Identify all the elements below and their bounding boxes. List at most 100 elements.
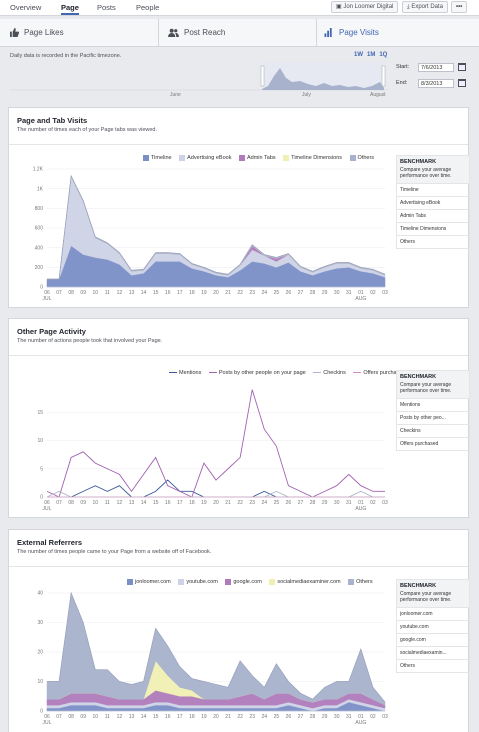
benchmark-item[interactable]: Advertising eBook (396, 197, 470, 210)
x-tick-label: 03 (382, 290, 388, 296)
x-tick-label: 17 (177, 500, 183, 506)
x-month-label: JUL (43, 720, 52, 726)
benchmark-item[interactable]: socialmediaexamin... (396, 647, 470, 660)
legend-item[interactable]: Advertising eBook (179, 155, 231, 161)
tab-posts[interactable]: Posts (97, 3, 116, 12)
legend-item[interactable]: Others (349, 155, 374, 161)
chart-legend: jonloomer.com youtube.com google.com soc… (127, 579, 379, 585)
x-tick-label: 18 (189, 714, 195, 720)
legend-item[interactable]: Checkins (313, 370, 346, 376)
legend-swatch (353, 371, 362, 374)
section-subtitle: The number of times people came to your … (17, 549, 212, 555)
calendar-icon[interactable] (458, 79, 466, 87)
x-tick-label: 10 (93, 500, 99, 506)
x-tick-label: 26 (286, 714, 292, 720)
account-switcher[interactable]: ▣ Jon Loomer Digital (331, 1, 399, 13)
tab-overview[interactable]: Overview (10, 3, 42, 12)
legend-item[interactable]: jonloomer.com (127, 579, 171, 585)
x-tick-label: 23 (249, 714, 255, 720)
benchmark-panel: BENCHMARK Compare your average performanc… (396, 155, 470, 249)
legend-item[interactable]: Admin Tabs (239, 155, 276, 161)
legend-item[interactable]: socialmediaexaminer.com (269, 579, 341, 585)
y-tick-label: 15 (37, 410, 43, 416)
legend-item[interactable]: Posts by other people on your page (208, 370, 306, 376)
export-data-button[interactable]: ⤓ Export Data (402, 1, 449, 13)
subnav-label: Page Visits (339, 28, 379, 37)
timezone-note: Daily data is recorded in the Pacific ti… (10, 53, 122, 59)
benchmark-item[interactable]: Timeline (396, 184, 470, 197)
x-tick-label: 31 (346, 714, 352, 720)
divider (316, 19, 317, 47)
legend-item[interactable]: youtube.com (178, 579, 218, 585)
legend-label: Others (356, 579, 373, 586)
end-date-input[interactable]: 8/3/2013 (418, 79, 454, 88)
x-tick-label: 13 (129, 500, 135, 506)
benchmark-item[interactable]: Others (396, 236, 470, 249)
benchmark-title: BENCHMARK (400, 583, 437, 589)
y-tick-label: 600 (35, 226, 44, 232)
more-options-button[interactable]: ••• (451, 1, 468, 13)
x-tick-label: 14 (141, 500, 147, 506)
x-tick-label: 14 (141, 714, 147, 720)
subnav-label: Page Likes (24, 28, 64, 37)
benchmark-item[interactable]: Others (396, 660, 470, 673)
total-outline (47, 174, 386, 280)
legend-item[interactable]: Others (348, 579, 373, 585)
page-activity-chart: 0 5 10 15 06 07 08 09 10 11 12 13 14 15 16 17 18 19 20 21 22… (37, 389, 388, 512)
page-tab-visits-card: Page and Tab Visits The number of times … (8, 107, 470, 308)
x-tick-label: 08 (68, 714, 74, 720)
x-tick-label: 18 (189, 500, 195, 506)
x-tick-label: 15 (153, 290, 159, 296)
legend-swatch (313, 371, 322, 374)
start-date-input[interactable]: 7/6/2013 (418, 63, 454, 72)
legend-item[interactable]: Mentions (169, 370, 201, 376)
x-tick-label: 12 (117, 290, 123, 296)
x-tick-label: 28 (310, 714, 316, 720)
benchmark-item[interactable]: youtube.com (396, 621, 470, 634)
legend-item[interactable]: Timeline Dimensions (283, 155, 342, 161)
x-tick-label: 19 (201, 714, 207, 720)
benchmark-item[interactable]: google.com (396, 634, 470, 647)
timeline-overview[interactable]: June July August (10, 62, 388, 98)
legend-swatch (225, 579, 232, 585)
subnav-page-visits[interactable]: Page Visits (324, 19, 379, 47)
range-1w[interactable]: 1W (354, 52, 363, 58)
x-tick-label: 25 (274, 714, 280, 720)
benchmark-item[interactable]: Admin Tabs (396, 210, 470, 223)
x-tick-label: 27 (298, 500, 304, 506)
legend-item[interactable]: Timeline (143, 155, 172, 161)
chart-legend: Timeline Advertising eBook Admin Tabs Ti… (143, 155, 380, 161)
range-1q[interactable]: 1Q (379, 52, 388, 58)
legend-swatch (208, 371, 217, 374)
legend-item[interactable]: google.com (225, 579, 262, 585)
chart-area: Mentions Posts by other people on your p… (9, 355, 470, 518)
x-tick-label: 31 (346, 500, 352, 506)
chart-legend: Mentions Posts by other people on your p… (169, 370, 411, 376)
calendar-icon[interactable] (458, 63, 466, 71)
benchmark-item[interactable]: Posts by other peo... (396, 412, 470, 425)
tab-page[interactable]: Page (61, 0, 79, 15)
subnav-page-likes[interactable]: Page Likes (10, 19, 64, 47)
x-tick-label: 22 (237, 290, 243, 296)
range-1m[interactable]: 1M (367, 52, 376, 58)
subnav-post-reach[interactable]: Post Reach (168, 19, 225, 47)
tab-people[interactable]: People (136, 3, 160, 12)
benchmark-item[interactable]: Checkins (396, 425, 470, 438)
benchmark-item[interactable]: Timeline Dimensions (396, 223, 470, 236)
x-tick-label: 29 (322, 714, 328, 720)
legend-item[interactable]: Offers purchased (353, 370, 405, 376)
x-month-label: JUL (43, 296, 52, 302)
y-tick-label: 5 (40, 466, 43, 472)
x-tick-label: 26 (286, 500, 292, 506)
benchmark-item[interactable]: Offers purchased (396, 438, 470, 451)
x-tick-label: 29 (322, 290, 328, 296)
legend-label: Timeline (151, 155, 172, 162)
x-tick-label: 28 (310, 290, 316, 296)
legend-swatch (349, 155, 356, 161)
benchmark-item[interactable]: jonloomer.com (396, 608, 470, 621)
benchmark-item[interactable]: Mentions (396, 399, 470, 412)
x-month-label: AUG (355, 720, 366, 726)
chart-area: Timeline Advertising eBook Admin Tabs Ti… (9, 144, 470, 308)
x-tick-label: 19 (201, 500, 207, 506)
